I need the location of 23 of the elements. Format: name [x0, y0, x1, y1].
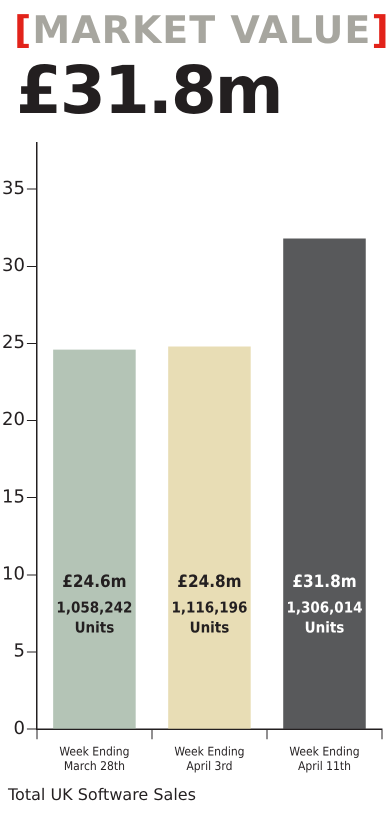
x-tick-label: Week Ending April 11th	[289, 744, 360, 773]
x-tick-label: Week Ending April 3rd	[174, 744, 245, 773]
data-label: £24.8m	[177, 572, 242, 592]
bar	[53, 350, 136, 729]
annotation: 1,058,242 Units	[56, 598, 132, 636]
y-tick-label: 25	[2, 332, 25, 354]
chart-title: [MARKET VALUE]	[14, 8, 390, 52]
data-label: £24.6m	[62, 572, 127, 592]
bar	[168, 346, 251, 729]
annotation: 1,306,014 Units	[286, 598, 362, 636]
data-label: £31.8m	[292, 572, 357, 592]
annotation: 1,116,196 Units	[171, 598, 248, 636]
y-tick-label: 35	[2, 178, 25, 199]
text: Total UK Software Sales	[8, 785, 196, 804]
y-tick-label: 15	[2, 486, 25, 508]
y-tick-label: 30	[2, 254, 25, 276]
y-tick-label: 0	[13, 718, 25, 739]
x-tick-label: Week Ending March 28th	[59, 744, 130, 773]
bar	[283, 238, 366, 729]
chart-subtitle: £31.8m	[16, 52, 282, 129]
y-tick-label: 10	[2, 564, 25, 585]
y-tick-label: 20	[2, 409, 25, 430]
y-tick-label: 5	[13, 640, 25, 662]
